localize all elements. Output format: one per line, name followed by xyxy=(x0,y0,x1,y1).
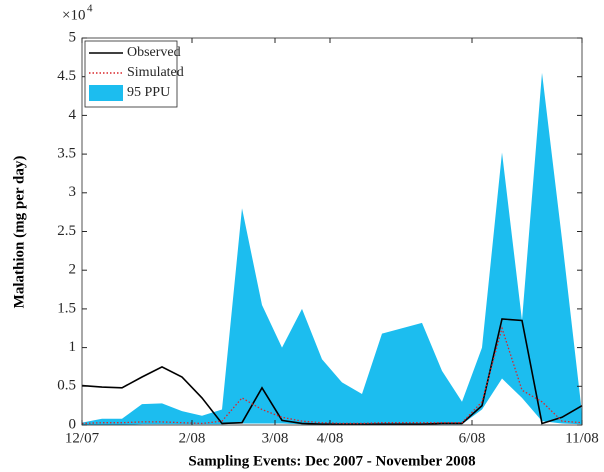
y-multiplier: ×10 xyxy=(62,7,85,23)
y-axis-label: Malathion (mg per day) xyxy=(11,156,27,309)
x-tick-label: 3/08 xyxy=(262,430,289,446)
x-tick-label: 2/08 xyxy=(179,430,206,446)
x-tick-label: 6/08 xyxy=(459,430,486,446)
y-tick-label: 2.5 xyxy=(57,223,76,239)
y-tick-label: 4 xyxy=(69,107,77,123)
legend-label: Observed xyxy=(127,45,181,60)
y-tick-label: 1 xyxy=(69,339,77,355)
y-exponent: 4 xyxy=(87,3,93,15)
x-tick-label: 12/07 xyxy=(65,430,100,446)
y-tick-label: 3 xyxy=(69,184,77,200)
y-tick-label: 4.5 xyxy=(57,68,76,84)
legend-swatch xyxy=(89,85,123,101)
series-line xyxy=(81,318,583,426)
legend-label: Simulated xyxy=(127,65,184,80)
ppu-band xyxy=(82,72,582,425)
y-tick-label: 0.5 xyxy=(57,378,76,394)
y-tick-label: 1.5 xyxy=(57,300,76,316)
y-tick-label: 3.5 xyxy=(57,146,76,162)
y-tick-label: 2 xyxy=(69,262,77,278)
y-tick-label: 5 xyxy=(69,29,77,45)
x-tick-label: 4/08 xyxy=(317,430,344,446)
y-tick-label: 0 xyxy=(69,416,77,432)
x-tick-label: 11/08 xyxy=(565,430,599,446)
legend-label: 95 PPU xyxy=(127,85,170,100)
x-axis-label: Sampling Events: Dec 2007 - November 200… xyxy=(188,453,475,469)
